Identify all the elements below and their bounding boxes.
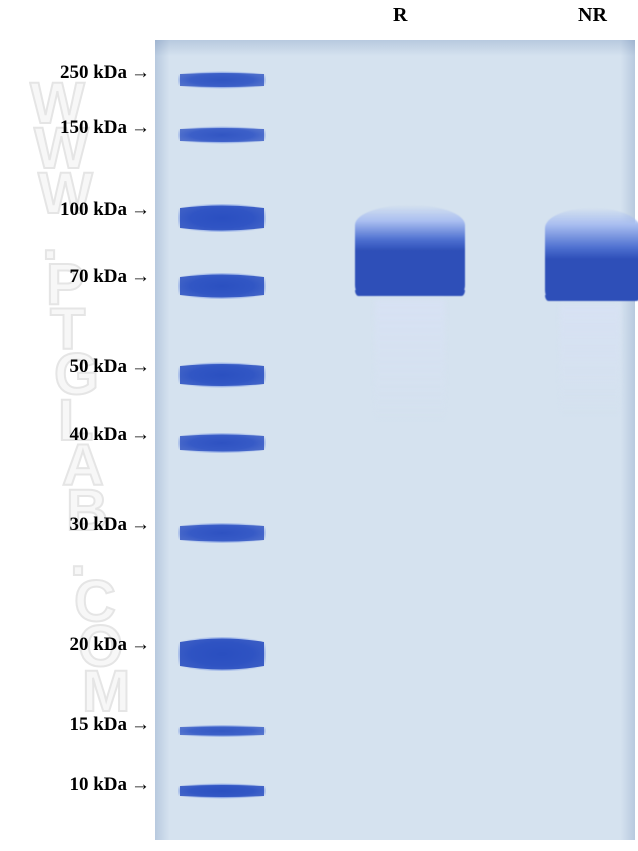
sample-band-NR <box>545 208 638 300</box>
arrow-icon: → <box>131 424 150 446</box>
arrow-icon: → <box>131 714 150 736</box>
mw-label: 15 kDa→ <box>69 714 150 736</box>
lane-label-R: R <box>393 4 407 27</box>
arrow-icon: → <box>131 266 150 288</box>
ladder-band <box>178 631 266 673</box>
ladder-band <box>178 199 266 233</box>
arrow-icon: → <box>131 634 150 656</box>
mw-label: 100 kDa→ <box>60 199 150 221</box>
arrow-icon: → <box>131 199 150 221</box>
watermark-char: T <box>50 296 85 363</box>
mw-label: 150 kDa→ <box>60 117 150 139</box>
mw-label: 30 kDa→ <box>69 514 150 536</box>
arrow-icon: → <box>131 62 150 84</box>
ladder-band <box>178 123 266 143</box>
arrow-icon: → <box>131 774 150 796</box>
arrow-icon: → <box>131 117 150 139</box>
ladder-band <box>178 358 266 388</box>
arrow-icon: → <box>131 356 150 378</box>
mw-label: 40 kDa→ <box>69 424 150 446</box>
mw-label: 250 kDa→ <box>60 62 150 84</box>
watermark-char: C <box>74 568 116 635</box>
ladder-band <box>178 68 266 88</box>
ladder-band <box>178 268 266 300</box>
faint-trail <box>560 305 620 415</box>
ladder-band <box>178 519 266 543</box>
mw-label: 50 kDa→ <box>69 356 150 378</box>
mw-label: 20 kDa→ <box>69 634 150 656</box>
arrow-icon: → <box>131 514 150 536</box>
lane-label-NR: NR <box>578 4 607 27</box>
ladder-band <box>178 780 266 798</box>
ladder-band <box>178 722 266 736</box>
mw-label: 10 kDa→ <box>69 774 150 796</box>
mw-label: 70 kDa→ <box>69 266 150 288</box>
sample-band-R <box>355 205 465 295</box>
watermark-char: . <box>42 206 58 273</box>
faint-trail <box>375 300 445 420</box>
ladder-band <box>178 429 266 453</box>
